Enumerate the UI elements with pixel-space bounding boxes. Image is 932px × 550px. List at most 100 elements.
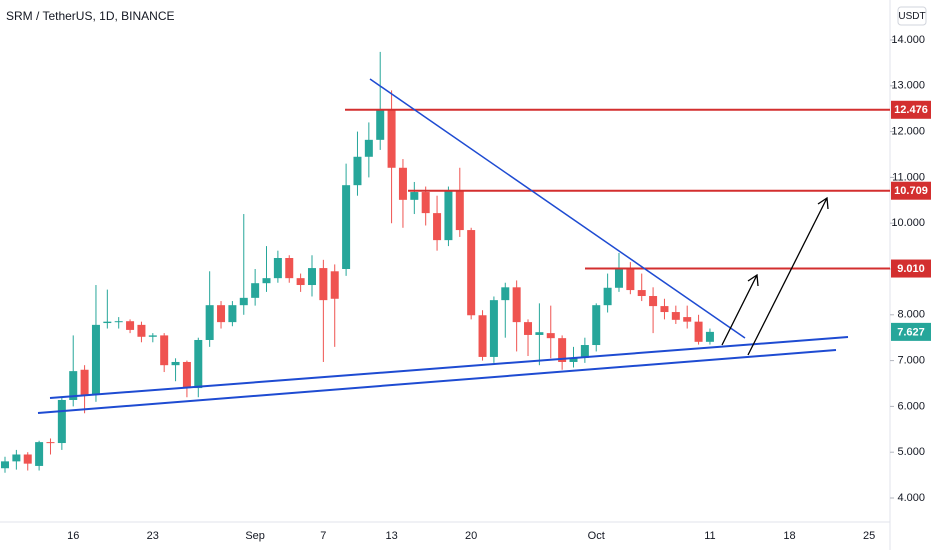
x-tick-label: Oct	[588, 530, 605, 542]
candle-body	[467, 230, 476, 316]
y-tick-label: 13.000	[891, 80, 925, 92]
trendline	[37, 349, 837, 414]
trendline	[369, 78, 746, 339]
candle-body	[569, 357, 578, 362]
level-label-box	[891, 181, 931, 200]
candle-body	[501, 287, 510, 301]
candle-body	[137, 324, 146, 337]
arrow	[747, 197, 828, 356]
y-tick-label: 10.000	[891, 217, 925, 229]
candle-body	[217, 305, 226, 323]
candle-body	[364, 139, 373, 157]
candle-body	[421, 192, 430, 214]
candle-body	[353, 156, 362, 186]
candle-body	[103, 321, 112, 324]
candle-body	[478, 315, 487, 357]
last-price-label: 7.627	[897, 326, 925, 338]
candle-body	[148, 335, 157, 337]
candle-body	[535, 332, 544, 335]
candle-body	[649, 296, 658, 307]
candle-body	[171, 361, 180, 366]
candle-body	[558, 338, 567, 362]
candle-body	[114, 321, 123, 323]
candle-body	[660, 306, 669, 313]
candle-body	[694, 321, 703, 342]
arrow-head	[747, 273, 759, 287]
level-label: 12.476	[894, 104, 928, 116]
drawings	[37, 78, 849, 414]
candle-body	[592, 305, 601, 346]
x-tick-label: 23	[147, 530, 159, 542]
candle-body	[160, 335, 169, 366]
candle-body	[262, 278, 271, 284]
candle-body	[319, 268, 328, 301]
candle-body	[307, 268, 316, 286]
trendline	[49, 336, 849, 399]
x-tick-label: 7	[320, 530, 326, 542]
level-label-box	[891, 100, 931, 119]
candle-body	[705, 331, 714, 342]
candle-body	[273, 258, 282, 279]
y-tick-label: 6.000	[897, 400, 925, 412]
candle-body	[683, 317, 692, 322]
y-tick-label: 11.000	[892, 171, 925, 183]
candle-body	[285, 258, 294, 279]
candle-body	[12, 454, 21, 462]
candle-body	[1, 461, 9, 469]
x-tick-label: 11	[704, 530, 715, 542]
candle-body	[580, 345, 589, 358]
candle-body	[23, 454, 32, 464]
candle-body	[387, 110, 396, 168]
candle-body	[626, 268, 635, 291]
x-tick-label: Sep	[245, 530, 265, 542]
candle-body	[296, 278, 305, 286]
arrow	[721, 274, 758, 346]
y-tick-label: 12.000	[891, 125, 925, 137]
candle-body	[637, 290, 646, 297]
y-tick-label: 14.000	[891, 34, 925, 46]
candle-body	[376, 110, 385, 140]
candle-body	[239, 297, 248, 306]
chart-title: SRM / TetherUS, 1D, BINANCE	[6, 9, 175, 23]
last-price-box	[891, 322, 931, 341]
candle-body	[126, 321, 135, 330]
currency-label[interactable]: USDT	[898, 11, 925, 22]
candle-body	[46, 442, 55, 444]
candle-body	[228, 305, 237, 323]
candle-body	[512, 287, 521, 323]
candle-body	[35, 442, 44, 466]
candle-body	[205, 305, 214, 340]
candle-body	[444, 191, 453, 241]
candle-body	[330, 271, 339, 299]
y-tick-label: 8.000	[897, 309, 925, 321]
candle-body	[546, 333, 555, 339]
candle-body	[194, 339, 203, 389]
candle-body	[433, 213, 442, 241]
x-tick-label: 16	[67, 530, 79, 542]
x-tick-label: 13	[385, 530, 397, 542]
x-tick-label: 25	[863, 530, 875, 542]
candle-body	[57, 399, 66, 444]
candle-body	[671, 312, 680, 320]
x-tick-label: 18	[783, 530, 795, 542]
level-label: 9.010	[897, 263, 925, 275]
currency-button[interactable]	[897, 6, 927, 26]
level-label: 10.709	[894, 185, 928, 197]
candle-body	[251, 283, 260, 298]
candle-body	[410, 192, 419, 200]
y-tick-label: 4.000	[897, 492, 925, 504]
candle-body	[489, 300, 498, 357]
candle-body	[69, 371, 78, 400]
y-tick-label: 5.000	[897, 446, 925, 458]
y-tick-label: 7.000	[897, 355, 925, 367]
candle-body	[455, 191, 464, 231]
candle-body	[398, 167, 407, 200]
candle-body	[614, 268, 623, 288]
candle-body	[342, 185, 351, 269]
candle-body	[603, 287, 612, 306]
x-tick-label: 20	[465, 530, 477, 542]
level-label-box	[891, 259, 931, 278]
candle-body	[91, 324, 100, 395]
